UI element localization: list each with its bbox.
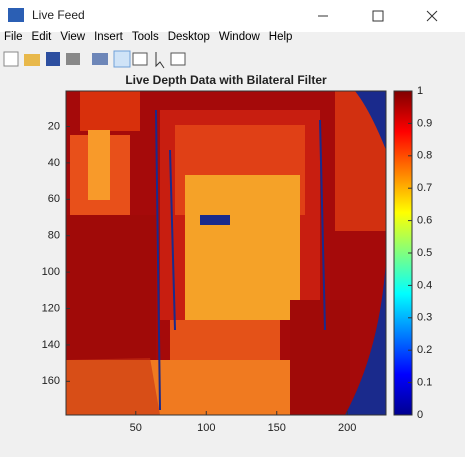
x-tick-label: 100 [197,422,215,434]
colorbar-tick-label: 1 [417,85,423,97]
legend-icon[interactable] [133,53,147,65]
y-tick-label: 20 [48,120,60,132]
y-tick-label: 60 [48,193,60,205]
x-tick-label: 200 [338,422,356,434]
colorbar-tick-label: 0.6 [417,215,432,227]
colorbar-tick-label: 0 [417,409,423,421]
colorbar-tick-label: 0.8 [417,150,432,162]
depth-image [66,91,386,415]
colorbar-tick-label: 0.2 [417,344,432,356]
browser-icon[interactable] [171,53,185,65]
colorbar-tick-label: 0.7 [417,182,432,194]
colorbar-tick-label: 0.1 [417,377,432,389]
window-title: Live Feed [32,8,85,22]
colorbar-tick-label: 0.9 [417,117,432,129]
menu-item[interactable]: Tools [132,31,159,43]
new-icon[interactable] [4,52,18,66]
colorbar-icon[interactable] [114,51,130,67]
colorbar-tick-label: 0.5 [417,247,432,259]
y-tick-label: 80 [48,230,60,242]
x-tick-label: 150 [268,422,286,434]
menu-item[interactable]: File [4,31,23,43]
y-tick-label: 40 [48,157,60,169]
y-tick-label: 140 [42,339,60,351]
menu-item[interactable]: Window [219,31,261,43]
menu-bar: File Edit View Insert Tools Desktop Window Help [4,31,292,43]
window: Live Feed File Edit View Insert Tools Desktop… [0,0,465,457]
chart-title: Live Depth Data with Bilateral Filter [125,73,327,87]
menu-item[interactable]: View [60,31,85,43]
colorbar-tick-label: 0.4 [417,279,432,291]
menu-item[interactable]: Edit [32,31,53,43]
menu-item[interactable]: Desktop [168,31,210,43]
print-icon[interactable] [66,53,80,65]
y-tick-label: 100 [42,266,60,278]
menu-item[interactable]: Insert [94,31,124,43]
open-icon[interactable] [24,54,40,66]
x-tick-label: 50 [130,422,142,434]
app-icon [8,8,24,22]
y-tick-label: 120 [42,302,60,314]
y-tick-label: 160 [42,375,60,387]
colorbar-tick-label: 0.3 [417,312,432,324]
link-icon[interactable] [92,53,108,65]
save-icon[interactable] [46,52,60,66]
menu-item[interactable]: Help [269,31,293,43]
